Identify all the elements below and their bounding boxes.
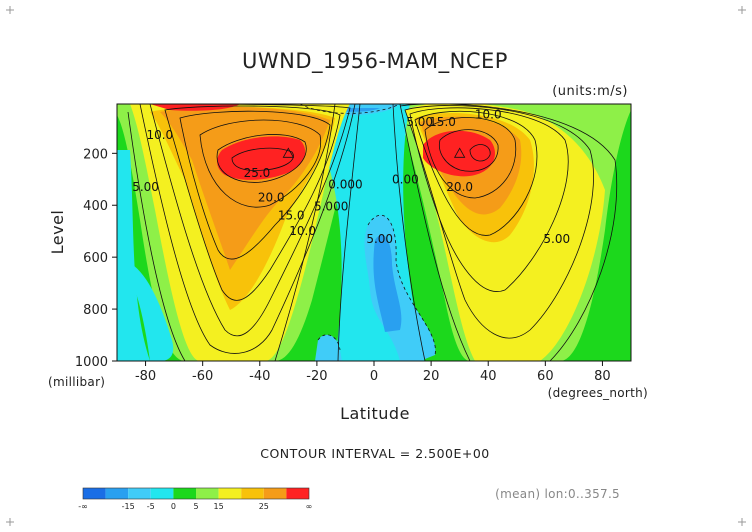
x-axis: -80 -60 -40 -20 0 20 40 60 80: [135, 361, 611, 384]
contour-label: 5.00: [406, 115, 433, 129]
jet-maximum-marker: [453, 147, 466, 158]
y-tick-label: 200: [83, 147, 108, 162]
contour-label: 20.0: [258, 190, 285, 204]
colorbar-swatch: [286, 488, 309, 499]
colorbar-swatch: [241, 488, 264, 499]
x-tick-label: -60: [192, 369, 213, 384]
contour-label: 10.0: [289, 224, 316, 238]
contour-label: 0.000: [328, 177, 362, 191]
x-units-label: (degrees_north): [548, 386, 648, 400]
y-tick-label: 800: [83, 303, 108, 318]
light-blue-pockets: [300, 104, 436, 361]
contour-lines: [127, 104, 618, 361]
colorbar-swatch: [83, 488, 106, 499]
colorbar: -∞ -15 -5 0 5 15 25 ∞: [78, 487, 313, 511]
contour-label: 15.0: [278, 209, 305, 223]
colorbar-label: 15: [214, 502, 224, 511]
x-axis-title: Latitude: [340, 404, 410, 423]
colorbar-label: 5: [193, 502, 198, 511]
contour-label: 5.000: [314, 200, 348, 214]
contour-label: 0.00: [392, 172, 419, 186]
chart-title: UWND_1956-MAM_NCEP: [242, 49, 508, 74]
colorbar-label: 25: [259, 502, 269, 511]
colorbar-swatch: [105, 488, 129, 499]
colorbar-label: -5: [147, 502, 155, 511]
contour-label: 25.0: [244, 166, 271, 180]
jet-maximum-marker: [282, 147, 295, 158]
colorbar-swatch: [263, 488, 287, 499]
y-units-label: (millibar): [48, 375, 105, 389]
contour-label: 10.0: [146, 128, 173, 142]
x-tick-label: 40: [480, 369, 497, 384]
colorbar-label: -∞: [78, 502, 88, 511]
colorbar-swatch: [218, 488, 242, 499]
contour-label: 15.0: [429, 115, 456, 129]
colorbar-label: 0: [171, 502, 176, 511]
corner-marks: [6, 6, 746, 526]
x-tick-label: -40: [249, 369, 270, 384]
contour-label: 5.00: [543, 232, 570, 246]
cyan-core: [117, 104, 425, 361]
colorbar-swatch: [150, 488, 174, 499]
contour-label: 5.00: [366, 232, 393, 246]
colorbar-label: ∞: [306, 502, 313, 511]
colorbar-swatch: [173, 488, 196, 499]
colorbar-swatch: [128, 488, 151, 499]
footnote: (mean) lon:0..357.5: [495, 487, 620, 501]
x-tick-label: -20: [306, 369, 327, 384]
colorbar-swatch: [196, 488, 219, 499]
blue-cores: [320, 108, 402, 332]
contour-interval-label: CONTOUR INTERVAL = 2.500E+00: [260, 446, 490, 461]
cyan-pocket-south: [128, 262, 174, 361]
y-axis-title: Level: [48, 210, 67, 255]
y-tick-label: 400: [83, 199, 108, 214]
x-tick-label: 20: [423, 369, 440, 384]
y-tick-label: 1000: [75, 355, 108, 370]
colorbar-frame: [82, 487, 310, 500]
colorbar-label: -15: [122, 502, 135, 511]
red-jet-cores: [150, 104, 495, 180]
contour-label: 10.0: [475, 107, 502, 121]
filled-contours: [117, 104, 631, 361]
y-tick-label: 600: [83, 251, 108, 266]
x-tick-label: 60: [537, 369, 554, 384]
y-axis: 200 400 600 800 1000: [75, 147, 117, 370]
x-tick-label: 80: [594, 369, 611, 384]
contour-label: 20.0: [446, 180, 473, 194]
units-label: (units:m/s): [552, 84, 628, 99]
contour-label: 5.00: [132, 180, 159, 194]
x-tick-label: 0: [370, 369, 378, 384]
x-tick-label: -80: [135, 369, 156, 384]
